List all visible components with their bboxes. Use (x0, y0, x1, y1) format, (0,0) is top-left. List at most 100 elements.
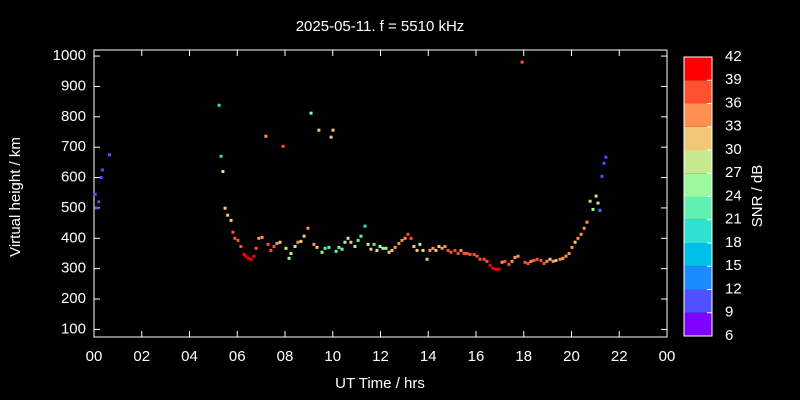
data-point (269, 248, 273, 252)
data-point (600, 174, 604, 178)
colorbar-tick-label: 15 (725, 257, 742, 274)
data-point (468, 252, 472, 256)
data-point (513, 255, 517, 259)
data-point (539, 258, 543, 262)
colorbar-label: SNR / dB (749, 165, 766, 228)
data-point (334, 249, 338, 253)
data-point (456, 251, 460, 255)
data-point (219, 154, 223, 158)
data-point (244, 254, 248, 258)
data-point (242, 252, 246, 256)
data-point (588, 199, 592, 203)
data-point (523, 260, 527, 264)
data-point (229, 218, 233, 222)
y-tick-label: 400 (61, 229, 86, 246)
y-tick-label: 900 (61, 77, 86, 94)
data-point (567, 251, 571, 255)
data-point (558, 257, 562, 261)
colorbar-band (684, 289, 712, 313)
data-point (359, 234, 363, 238)
data-point (97, 200, 101, 204)
data-point (482, 257, 486, 261)
y-tick-label: 500 (61, 199, 86, 216)
colorbar-tick-label: 18 (725, 234, 742, 251)
data-point (249, 257, 253, 261)
data-point (500, 260, 504, 264)
colorbar-tick-label: 42 (725, 48, 742, 65)
data-point (287, 256, 291, 260)
data-point (323, 246, 327, 250)
colorbar-tick-label: 27 (725, 164, 742, 181)
data-point (406, 232, 410, 236)
data-point (390, 248, 394, 252)
colorbar-tick-label: 33 (725, 118, 742, 135)
data-point (231, 230, 235, 234)
data-point (554, 258, 558, 262)
data-point (320, 250, 324, 254)
data-point (591, 207, 595, 211)
data-point (446, 248, 450, 252)
colorbar-band (684, 57, 712, 81)
data-point (494, 267, 498, 271)
data-point (472, 252, 476, 256)
data-point (602, 161, 606, 165)
data-point (378, 244, 382, 248)
data-point (453, 248, 457, 252)
colorbar-tick-label: 9 (725, 304, 733, 321)
data-point (400, 238, 404, 242)
colorbar-band (684, 243, 712, 267)
y-tick-label: 700 (61, 138, 86, 155)
data-point (520, 60, 524, 64)
x-tick-label: 18 (515, 348, 532, 365)
data-point (387, 250, 391, 254)
data-point (503, 259, 507, 263)
data-point (108, 153, 112, 157)
data-point (573, 240, 577, 244)
data-point (542, 262, 546, 266)
data-point (507, 262, 511, 266)
data-point (532, 258, 536, 262)
data-point (296, 240, 300, 244)
data-point (604, 155, 608, 159)
data-point (372, 242, 376, 246)
data-point (434, 248, 438, 252)
data-point (93, 192, 97, 196)
data-point (246, 256, 250, 260)
data-point (349, 240, 353, 244)
data-point (233, 236, 237, 240)
data-point (418, 242, 422, 246)
data-point (306, 226, 310, 230)
data-point (337, 245, 341, 249)
data-point (485, 259, 489, 263)
data-point (459, 248, 463, 252)
data-point (272, 244, 276, 248)
x-tick-label: 06 (229, 348, 246, 365)
data-point (425, 257, 429, 261)
y-tick-label: 600 (61, 169, 86, 186)
data-point (275, 241, 279, 245)
colorbar-tick-label: 21 (725, 211, 742, 228)
chart-title: 2025-05-11. f = 5510 kHz (296, 18, 465, 35)
data-point (449, 250, 453, 254)
data-point (293, 244, 297, 248)
data-point (375, 248, 379, 252)
data-point (576, 236, 580, 240)
data-point (353, 244, 357, 248)
data-point (596, 201, 600, 205)
data-point (309, 111, 313, 115)
data-point (299, 239, 303, 243)
data-point (440, 246, 444, 250)
data-point (254, 246, 258, 250)
data-point (475, 254, 479, 258)
data-point (403, 236, 407, 240)
x-axis-label: UT Time / hrs (335, 375, 425, 392)
data-point (99, 176, 103, 180)
colorbar-tick-label: 24 (725, 187, 742, 204)
data-point (317, 128, 321, 132)
data-point (239, 244, 243, 248)
data-point (312, 242, 316, 246)
data-point (428, 248, 432, 252)
colorbar-tick-label: 30 (725, 141, 742, 158)
data-point (488, 263, 492, 267)
